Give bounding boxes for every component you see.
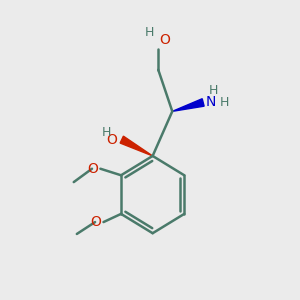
Text: O: O bbox=[87, 162, 98, 176]
Text: O: O bbox=[90, 215, 101, 229]
Polygon shape bbox=[172, 99, 204, 111]
Text: H: H bbox=[102, 126, 111, 139]
Text: methoxy: methoxy bbox=[48, 185, 91, 195]
Text: O: O bbox=[160, 34, 170, 47]
Polygon shape bbox=[120, 136, 153, 156]
Text: H: H bbox=[208, 84, 218, 97]
Text: H: H bbox=[145, 26, 154, 39]
Text: N: N bbox=[206, 95, 216, 110]
Text: H: H bbox=[220, 96, 229, 109]
Text: O: O bbox=[107, 133, 118, 147]
Text: methoxy: methoxy bbox=[9, 176, 64, 189]
Text: methoxy: methoxy bbox=[38, 176, 87, 186]
